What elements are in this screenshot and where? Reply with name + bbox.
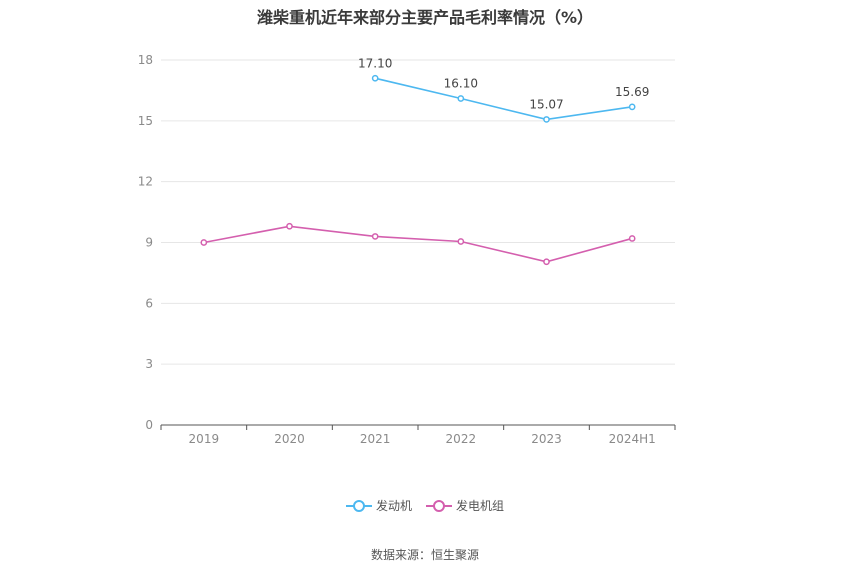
data-point[interactable]: [371, 74, 379, 82]
x-tick-label: 2023: [531, 432, 562, 446]
y-tick-label: 0: [145, 418, 153, 432]
y-tick-label: 6: [145, 296, 153, 310]
y-tick-label: 15: [138, 114, 153, 128]
chart-title: 潍柴重机近年来部分主要产品毛利率情况（%）: [256, 8, 594, 27]
data-point[interactable]: [371, 233, 379, 240]
data-point[interactable]: [628, 235, 636, 242]
data-point[interactable]: [200, 239, 208, 246]
legend-item[interactable]: 发动机: [345, 497, 412, 514]
y-tick-label: 12: [138, 175, 153, 189]
series-line: [374, 77, 633, 121]
y-axis-ticks: 0 3 6 9 12 15 18: [138, 53, 153, 432]
data-labels: 17.10 16.10 15.07 15.69: [358, 56, 649, 111]
series-lines: [200, 74, 636, 266]
series-line: [203, 225, 633, 263]
legend-marker-icon: [426, 499, 452, 512]
data-point[interactable]: [457, 238, 465, 245]
grid-lines: [161, 59, 675, 365]
source-note: 数据来源：恒生聚源: [370, 548, 479, 562]
x-tick-label: 2021: [360, 432, 391, 446]
line-chart: 0 3 6 9 12 15 18 2019 2020 2021 2022 2023 2024H1 17…: [138, 53, 676, 446]
data-point[interactable]: [543, 116, 550, 123]
y-tick-label: 9: [145, 236, 153, 250]
data-point[interactable]: [628, 103, 636, 111]
x-tick-label: 2020: [274, 432, 305, 446]
data-label: 17.10: [358, 56, 392, 70]
x-tick-label: 2019: [189, 432, 220, 446]
x-axis: 2019 2020 2021 2022 2023 2024H1: [160, 424, 676, 446]
data-point[interactable]: [286, 222, 293, 230]
data-label: 16.10: [444, 77, 478, 91]
data-label: 15.07: [529, 97, 563, 111]
legend: 发动机 发电机组: [0, 497, 850, 514]
x-tick-label: 2022: [446, 432, 477, 446]
legend-item[interactable]: 发电机组: [426, 497, 504, 514]
legend-label: 发电机组: [456, 499, 505, 513]
y-tick-label: 3: [145, 357, 153, 371]
x-tick-label: 2024H1: [609, 432, 656, 446]
legend-marker-icon: [345, 499, 372, 512]
y-tick-label: 18: [138, 53, 153, 67]
data-point[interactable]: [543, 258, 550, 266]
legend-label: 发动机: [375, 499, 412, 513]
data-point[interactable]: [457, 95, 465, 102]
data-label: 15.69: [615, 85, 649, 99]
